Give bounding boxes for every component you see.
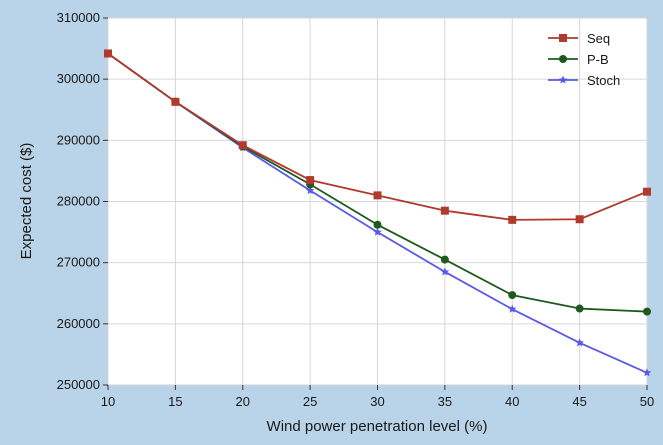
- legend-item-seq: Seq: [548, 31, 610, 46]
- x-tick-label: 50: [640, 394, 654, 409]
- x-axis-title: Wind power penetration level (%): [267, 418, 488, 435]
- y-tick-label: 300000: [57, 71, 100, 86]
- legend-label: Stoch: [587, 73, 620, 88]
- legend: Seq P-B Stoch: [548, 31, 620, 88]
- x-tick-label: 35: [438, 394, 452, 409]
- legend-item-p-b: P-B: [548, 52, 609, 67]
- data-point-stoch: [440, 267, 450, 276]
- data-point-seq: [171, 97, 180, 106]
- data-point-seq: [238, 141, 247, 150]
- y-tick-label: 310000: [57, 10, 100, 25]
- data-point-seq: [373, 191, 382, 200]
- legend-swatch-marker: [558, 75, 568, 84]
- data-point-stoch: [507, 304, 517, 313]
- series-group: [103, 48, 652, 377]
- x-tick-label: 15: [168, 394, 182, 409]
- y-tick-label: 290000: [57, 132, 100, 147]
- data-point-seq: [440, 206, 449, 215]
- data-point-p-b: [508, 291, 517, 300]
- x-axis: 10 15 20 25 30 35 40 45 50: [101, 385, 654, 409]
- data-point-stoch: [575, 338, 584, 347]
- data-point-stoch: [642, 368, 652, 377]
- x-tick-label: 40: [505, 394, 519, 409]
- data-point-seq: [104, 49, 112, 58]
- x-tick-label: 25: [303, 394, 317, 409]
- y-axis: 250000 260000 270000 280000 290000 300000 3100…: [57, 10, 108, 392]
- data-point-p-b: [440, 255, 449, 264]
- data-point-seq: [575, 215, 584, 224]
- x-tick-label: 20: [236, 394, 250, 409]
- data-point-p-b: [643, 307, 651, 316]
- x-tick-label: 30: [370, 394, 384, 409]
- data-point-p-b: [373, 220, 382, 229]
- legend-label: Seq: [587, 31, 610, 46]
- y-tick-label: 250000: [57, 377, 100, 392]
- data-point-p-b: [575, 304, 584, 313]
- x-tick-label: 10: [101, 394, 115, 409]
- data-point-seq: [508, 215, 517, 224]
- data-point-seq: [643, 187, 651, 196]
- legend-item-stoch: Stoch: [548, 73, 620, 88]
- data-point-stoch: [373, 227, 382, 236]
- y-tick-label: 260000: [57, 316, 100, 331]
- legend-label: P-B: [587, 52, 609, 67]
- series-seq: [104, 49, 651, 224]
- y-tick-label: 270000: [57, 255, 100, 270]
- y-axis-title: Expected cost ($): [18, 143, 35, 260]
- legend-swatch-marker: [559, 34, 567, 42]
- x-tick-label: 45: [572, 394, 586, 409]
- data-point-seq: [306, 176, 315, 185]
- legend-swatch-marker: [559, 55, 567, 63]
- data-point-stoch: [305, 185, 315, 195]
- y-tick-label: 280000: [57, 194, 100, 209]
